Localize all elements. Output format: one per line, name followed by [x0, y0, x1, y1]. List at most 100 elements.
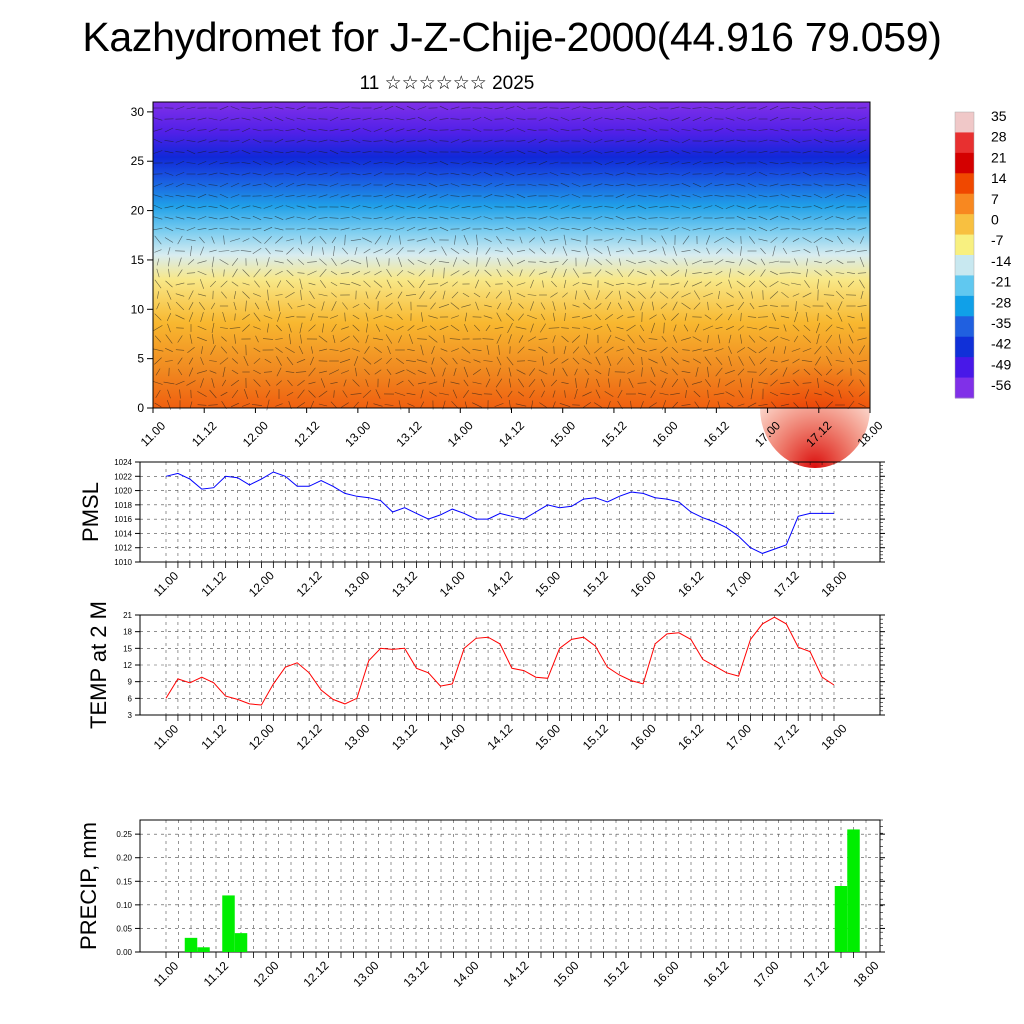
wind-barb — [483, 182, 493, 188]
wind-barb — [242, 314, 250, 320]
wind-barb — [167, 323, 171, 333]
wind-barb — [211, 256, 215, 268]
wind-barb — [617, 236, 623, 244]
wind-barb — [516, 172, 526, 176]
wind-barb — [167, 247, 171, 255]
wind-barb — [802, 194, 812, 198]
colorbar-label: 28 — [991, 129, 1007, 145]
wind-barb — [340, 139, 350, 143]
y-tick-label: 1024 — [114, 458, 132, 467]
wind-barb — [604, 151, 614, 153]
wind-barb — [604, 206, 614, 208]
wind-barb — [516, 282, 526, 286]
wind-barb — [582, 139, 592, 143]
wind-barb — [649, 249, 657, 253]
wind-barb — [362, 183, 372, 187]
wind-barb — [562, 292, 568, 298]
wind-barb — [681, 404, 691, 406]
wind-barb — [179, 389, 181, 399]
wind-barb — [241, 107, 251, 109]
wind-barb — [153, 183, 163, 187]
wind-barb — [241, 150, 251, 154]
wind-barb — [791, 215, 801, 221]
wind-barb — [495, 291, 503, 299]
wind-barb — [717, 378, 721, 388]
wind-barb — [859, 345, 865, 355]
wind-barb — [439, 392, 449, 396]
wind-barb — [220, 327, 228, 329]
wind-barb — [157, 291, 159, 299]
wind-barb — [737, 368, 745, 376]
wind-barb — [153, 204, 163, 210]
wind-barb — [670, 117, 680, 121]
wind-barb — [857, 193, 867, 199]
wind-barb — [725, 184, 735, 186]
wind-barb — [164, 140, 174, 142]
wind-barb — [538, 161, 548, 165]
wind-barb — [605, 314, 613, 320]
wind-barb — [640, 401, 644, 409]
wind-barb — [307, 215, 317, 221]
wind-barb — [253, 312, 261, 322]
wind-barb — [746, 326, 758, 330]
wind-barb — [527, 172, 537, 176]
wind-barb — [648, 117, 658, 121]
wind-barb — [758, 316, 768, 318]
wind-barb — [274, 106, 284, 110]
wind-barb — [331, 236, 337, 244]
wind-barb — [571, 194, 581, 198]
wind-barb — [395, 161, 405, 165]
wind-barb — [461, 172, 471, 176]
wind-barb — [427, 283, 439, 285]
wind-barb — [219, 228, 229, 230]
wind-barb — [342, 302, 348, 310]
wind-barb — [527, 183, 537, 187]
wind-barb — [791, 250, 801, 252]
wind-barb — [186, 162, 196, 164]
wind-barb — [318, 228, 328, 230]
wind-barb — [233, 291, 237, 299]
wind-barb — [792, 238, 800, 242]
wind-barb — [329, 194, 339, 198]
wind-barb — [607, 245, 611, 257]
wind-barb — [417, 171, 427, 177]
wind-barb — [175, 227, 185, 231]
wind-barb — [760, 247, 766, 255]
wind-barb — [707, 389, 709, 399]
series-line — [165, 616, 835, 706]
wind-barb — [231, 346, 239, 354]
wind-barb — [791, 151, 801, 153]
wind-barb — [516, 292, 526, 298]
wind-barb — [802, 171, 812, 177]
wind-barb — [563, 234, 567, 246]
y-tick-label: 1016 — [114, 515, 132, 524]
wind-barb — [572, 282, 580, 286]
wind-barb — [407, 280, 415, 288]
wind-barb — [483, 227, 493, 231]
wind-barb — [200, 246, 204, 256]
wind-barb — [242, 269, 250, 277]
wind-barb — [340, 259, 350, 265]
wind-barb — [604, 238, 614, 242]
wind-barb — [274, 250, 284, 252]
wind-barb — [627, 269, 635, 277]
wind-barb — [351, 282, 361, 286]
wind-barb — [296, 205, 306, 209]
y-tick-label: 0.00 — [116, 948, 132, 957]
wind-barb — [164, 226, 174, 232]
wind-barb — [740, 312, 742, 322]
wind-barb — [816, 333, 820, 345]
wind-barb — [373, 315, 383, 319]
wind-barb — [287, 302, 293, 310]
wind-barb — [417, 150, 427, 154]
wind-barb — [483, 171, 493, 177]
wind-barb — [562, 367, 568, 377]
wind-barb — [670, 161, 680, 165]
wind-barb — [783, 324, 787, 332]
wind-barb — [197, 404, 207, 406]
wind-barb — [627, 345, 635, 355]
wind-barb — [297, 380, 305, 386]
wind-barb — [441, 246, 447, 256]
wind-barb — [253, 379, 261, 387]
wind-barb — [241, 172, 251, 176]
